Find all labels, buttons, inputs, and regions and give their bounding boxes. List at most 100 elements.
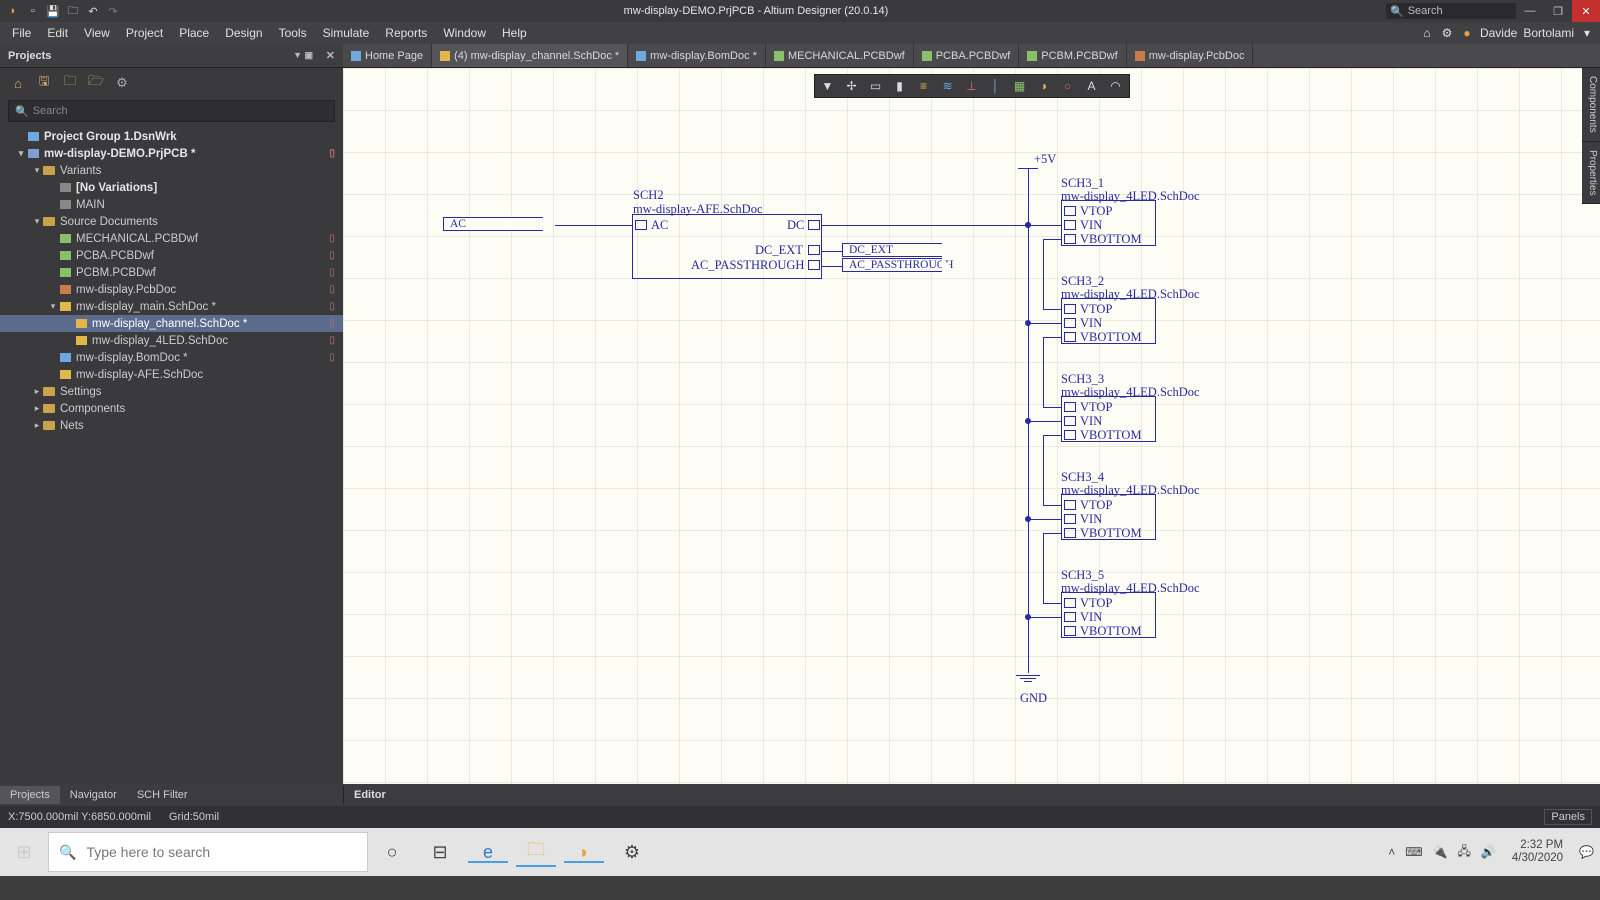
tree-twisty-icon[interactable]: ▾ [16, 148, 26, 159]
document-tab[interactable]: mw-display.PcbDoc [1127, 44, 1254, 67]
ab-text-icon[interactable]: A [1081, 77, 1103, 95]
tree-row[interactable]: ▸Settings [0, 383, 343, 400]
menu-edit[interactable]: Edit [41, 24, 74, 42]
document-tab[interactable]: MECHANICAL.PCBDwf [766, 44, 914, 67]
ab-select-icon[interactable]: ▭ [865, 77, 887, 95]
tab-label: PCBM.PCBDwf [1041, 50, 1117, 62]
tree-twisty-icon[interactable]: ▸ [32, 420, 42, 431]
tree-row[interactable]: mw-display-AFE.SchDoc [0, 366, 343, 383]
tray-chevron-icon[interactable]: ˄ [1388, 845, 1395, 859]
tree-row[interactable]: MAIN [0, 196, 343, 213]
document-tab[interactable]: PCBM.PCBDwf [1019, 44, 1126, 67]
schematic-canvas[interactable]: ▼ ✢ ▭ ▮ ≡ ≋ ⊥ │ ▦ ◑ ○ A ◠ ACSCH2mw-displ… [343, 68, 1600, 784]
user-menu-chevron-icon[interactable]: ▾ [1580, 26, 1594, 40]
close-button[interactable]: ✕ [1572, 0, 1600, 22]
tree-row[interactable]: [No Variations] [0, 179, 343, 196]
qat-folder-icon[interactable]: 🗀 [66, 4, 80, 18]
tree-row[interactable]: ▾Variants [0, 162, 343, 179]
tray-notifications-icon[interactable]: 💬 [1579, 845, 1594, 859]
panel-tab[interactable]: Navigator [60, 786, 127, 804]
qat-undo-icon[interactable]: ↶ [86, 4, 100, 18]
tb-altium-icon[interactable]: ◗ [560, 842, 608, 863]
tree-twisty-icon[interactable]: ▾ [32, 216, 42, 227]
tree-row[interactable]: PCBA.PCBDwf▯ [0, 247, 343, 264]
qat-new-icon[interactable]: ▫ [26, 4, 40, 18]
ab-move-icon[interactable]: ✢ [841, 77, 863, 95]
panel-close-icon[interactable]: ✕ [326, 49, 335, 62]
proj-tb-folder-icon[interactable]: 🗁 [88, 75, 104, 91]
tree-row[interactable]: PCBM.PCBDwf▯ [0, 264, 343, 281]
menu-window[interactable]: Window [437, 24, 492, 42]
rail-properties[interactable]: Properties [1582, 142, 1600, 205]
tray-clock[interactable]: 2:32 PM 4/30/2020 [1506, 839, 1569, 865]
tb-explorer-icon[interactable]: 🗀 [512, 837, 560, 867]
tree-row[interactable]: ▾mw-display-DEMO.PrjPCB *▯ [0, 145, 343, 162]
menu-help[interactable]: Help [496, 24, 533, 42]
tree-twisty-icon[interactable]: ▾ [48, 301, 58, 312]
tree-twisty-icon[interactable]: ▾ [32, 165, 42, 176]
tray-power-icon[interactable]: 🔌 [1433, 845, 1448, 859]
tree-row[interactable]: mw-display.BomDoc *▯ [0, 349, 343, 366]
panel-tab[interactable]: Projects [0, 786, 60, 804]
tb-taskview-icon[interactable]: ⊟ [416, 842, 464, 863]
home-icon[interactable]: ⌂ [1420, 26, 1434, 40]
tray-network-icon[interactable]: 🖧 [1458, 842, 1471, 863]
ab-align-icon[interactable]: ≡ [913, 77, 935, 95]
tree-row[interactable]: ▾mw-display_main.SchDoc *▯ [0, 298, 343, 315]
document-tab[interactable]: PCBA.PCBDwf [914, 44, 1020, 67]
proj-tb-home-icon[interactable]: ⌂ [10, 75, 26, 91]
ab-arc-icon[interactable]: ◠ [1105, 77, 1127, 95]
tb-cortana-icon[interactable]: ○ [368, 842, 416, 863]
tree-row[interactable]: ▸Components [0, 400, 343, 417]
tree-row[interactable]: Project Group 1.DsnWrk [0, 128, 343, 145]
tree-row[interactable]: mw-display_channel.SchDoc *▯ [0, 315, 343, 332]
menu-reports[interactable]: Reports [379, 24, 433, 42]
tray-volume-icon[interactable]: 🔊 [1481, 845, 1496, 859]
rail-components[interactable]: Components [1582, 68, 1600, 142]
gear-icon[interactable]: ⚙ [1440, 26, 1454, 40]
ab-noerc-icon[interactable]: ○ [1057, 77, 1079, 95]
proj-tb-compile-icon[interactable]: 🗀 [62, 75, 78, 91]
menu-simulate[interactable]: Simulate [317, 24, 376, 42]
panel-controls[interactable]: ▼ ▣ [293, 50, 313, 61]
tree-row[interactable]: MECHANICAL.PCBDwf▯ [0, 230, 343, 247]
tree-row[interactable]: mw-display_4LED.SchDoc▯ [0, 332, 343, 349]
qat-save-icon[interactable]: 💾 [46, 4, 60, 18]
menu-file[interactable]: File [6, 24, 37, 42]
ab-port-icon[interactable]: ◑ [1033, 77, 1055, 95]
tree-row[interactable]: ▸Nets [0, 417, 343, 434]
ab-net-icon[interactable]: ≋ [937, 77, 959, 95]
document-tab[interactable]: (4) mw-display_channel.SchDoc * [432, 44, 628, 67]
taskbar-search[interactable]: 🔍 Type here to search [48, 832, 368, 872]
title-search[interactable]: 🔍 Search [1386, 3, 1516, 19]
tb-edge-icon[interactable]: e [464, 842, 512, 863]
panels-button[interactable]: Panels [1544, 809, 1592, 825]
tree-row[interactable]: mw-display.PcbDoc▯ [0, 281, 343, 298]
tray-input-icon[interactable]: ⌨ [1405, 845, 1422, 859]
menu-design[interactable]: Design [219, 24, 268, 42]
user-icon[interactable]: ● [1460, 26, 1474, 40]
ab-bus-icon[interactable]: ▦ [1009, 77, 1031, 95]
menu-tools[interactable]: Tools [273, 24, 313, 42]
tree-twisty-icon[interactable]: ▸ [32, 386, 42, 397]
projects-search[interactable]: 🔍 Search [8, 100, 335, 122]
panel-tab[interactable]: SCH Filter [127, 786, 198, 804]
proj-tb-settings-icon[interactable]: ⚙ [114, 75, 130, 91]
maximize-button[interactable]: ❐ [1544, 0, 1572, 22]
start-button[interactable]: ⊞ [0, 828, 48, 876]
minimize-button[interactable]: — [1516, 0, 1544, 22]
qat-redo-icon[interactable]: ↷ [106, 4, 120, 18]
tree-twisty-icon[interactable]: ▸ [32, 403, 42, 414]
ab-power-icon[interactable]: ⊥ [961, 77, 983, 95]
document-tab[interactable]: mw-display.BomDoc * [628, 44, 766, 67]
ab-filter-icon[interactable]: ▼ [817, 77, 839, 95]
menu-project[interactable]: Project [120, 24, 169, 42]
tree-row[interactable]: ▾Source Documents [0, 213, 343, 230]
menu-view[interactable]: View [78, 24, 116, 42]
menu-place[interactable]: Place [173, 24, 215, 42]
proj-tb-save-icon[interactable]: 🖫 [36, 75, 52, 91]
ab-wire-icon[interactable]: │ [985, 77, 1007, 95]
ab-part-icon[interactable]: ▮ [889, 77, 911, 95]
document-tab[interactable]: Home Page [343, 44, 432, 67]
tb-settings-icon[interactable]: ⚙ [608, 842, 656, 863]
